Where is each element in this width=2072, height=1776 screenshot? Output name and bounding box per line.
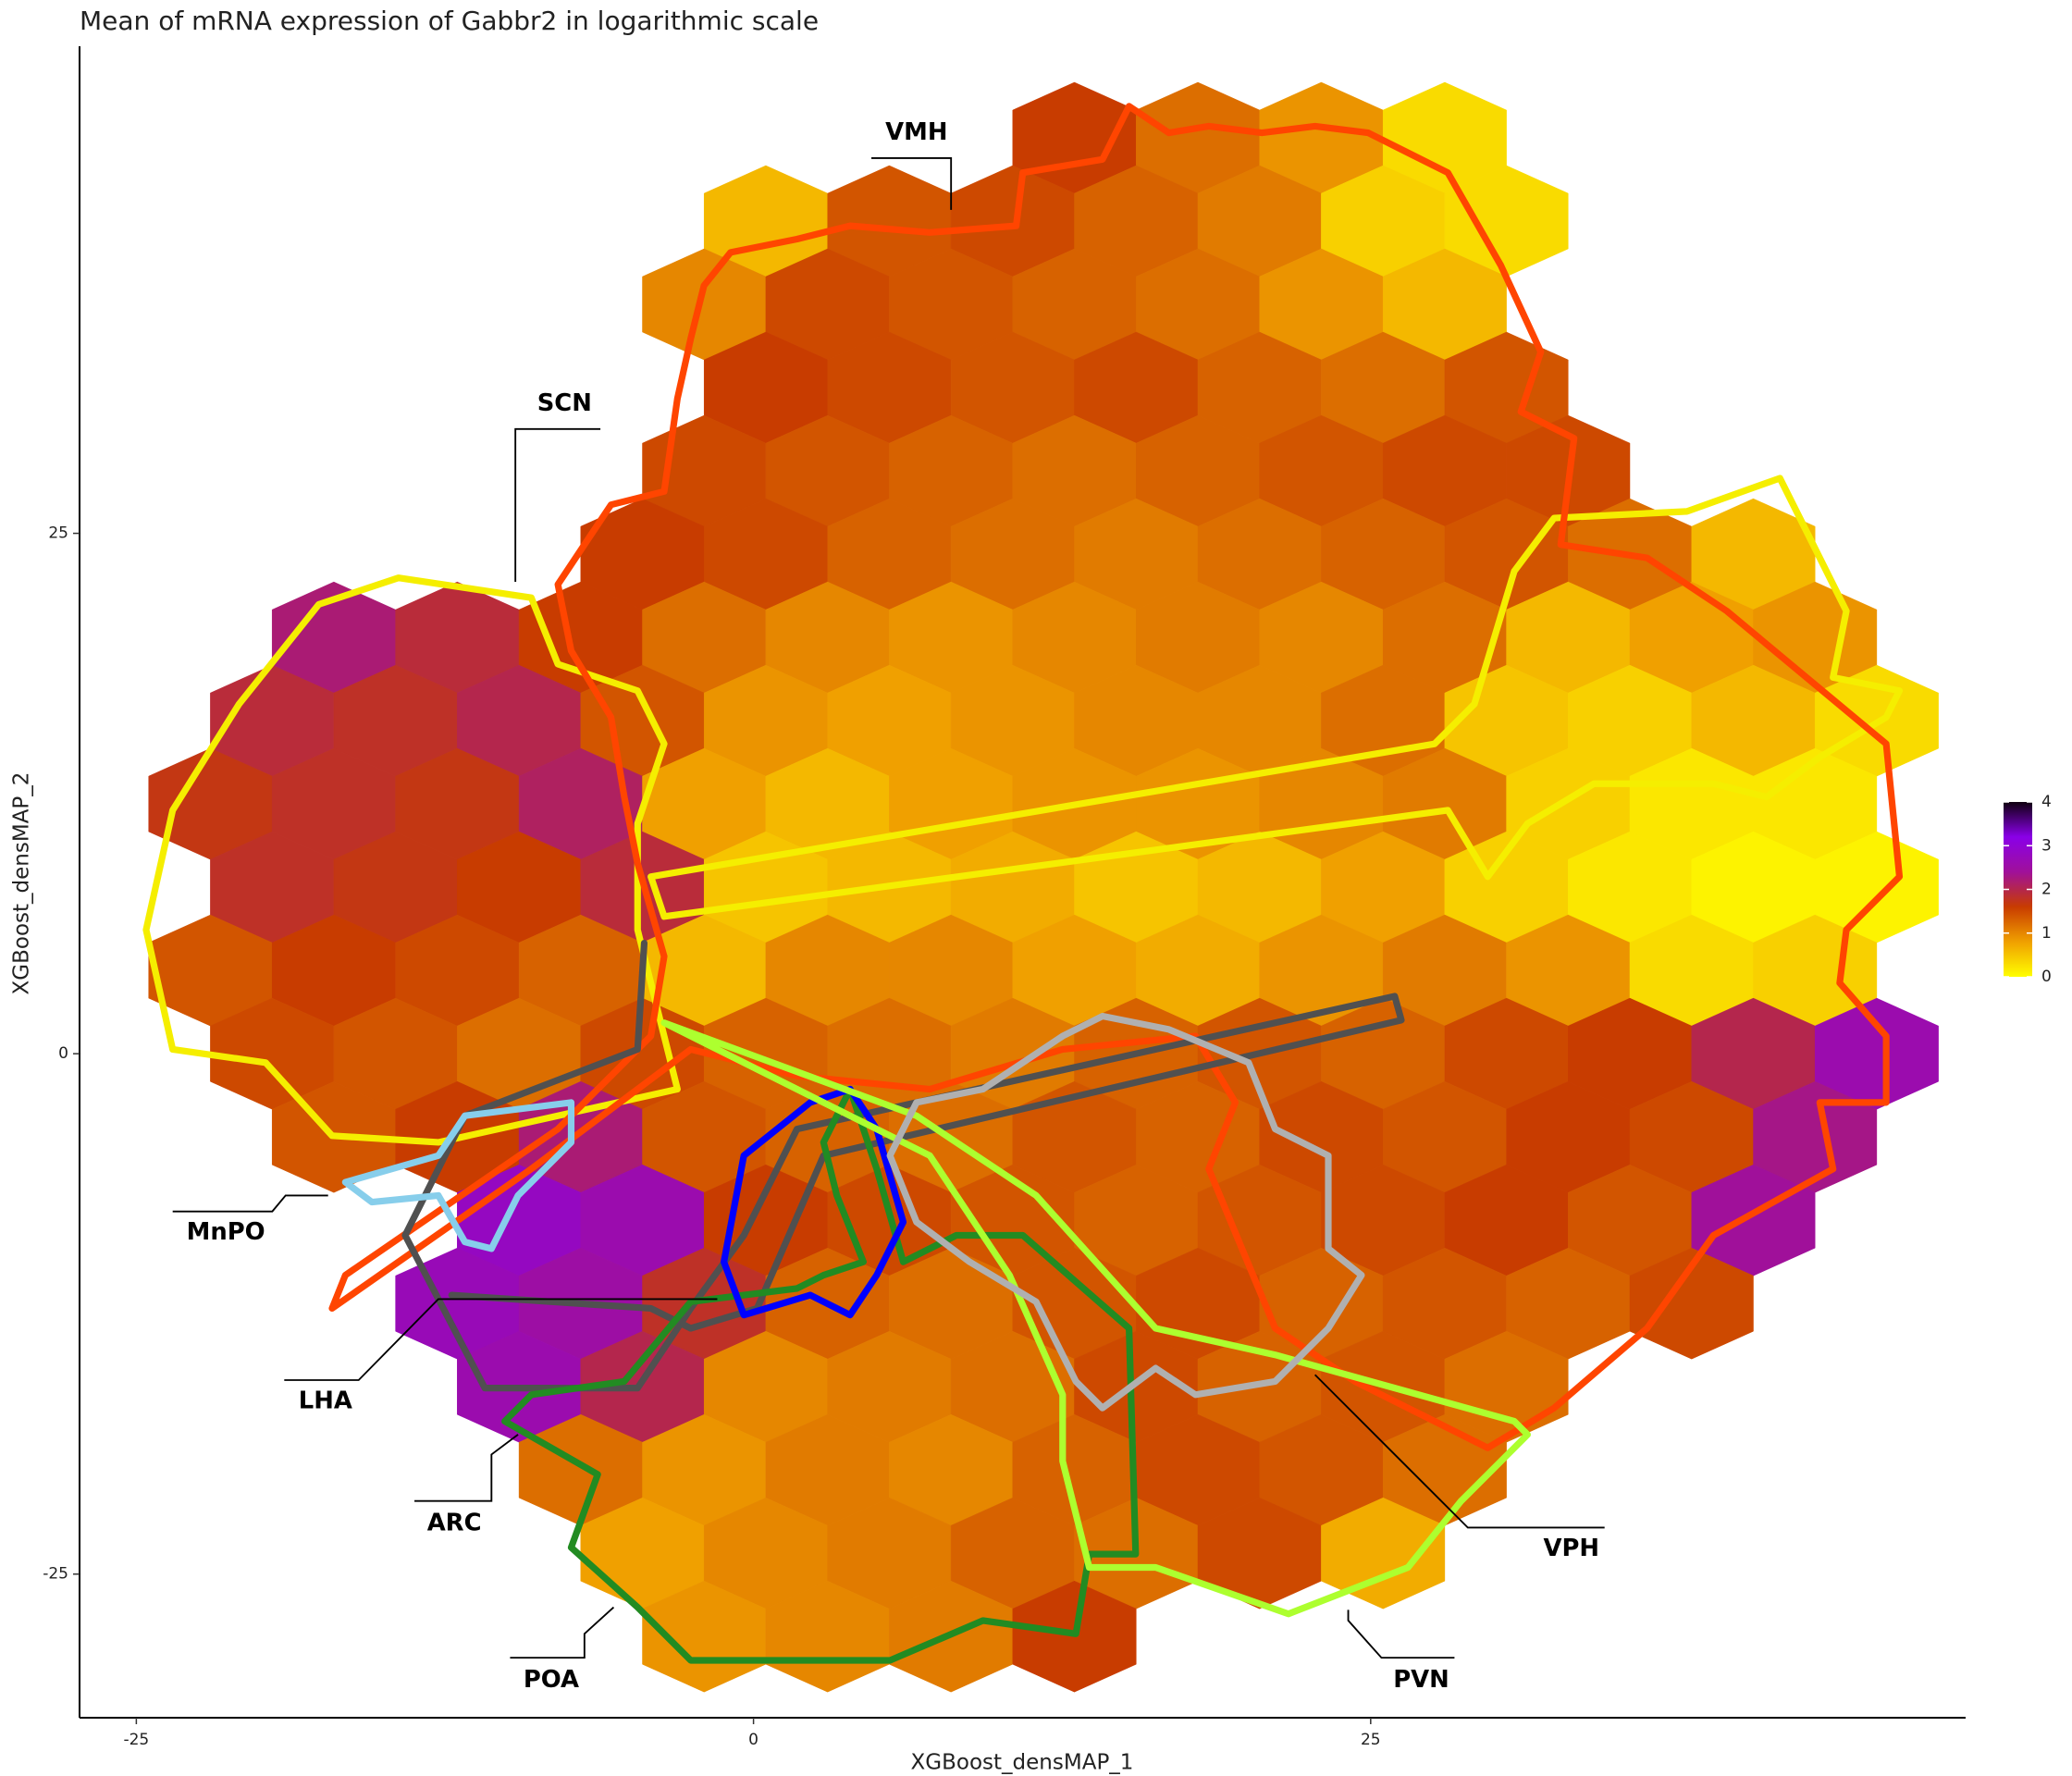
region-outline: [660, 1019, 1531, 1618]
region-label: VPH: [1544, 1535, 1600, 1562]
region-outline: [142, 574, 681, 1146]
region-outline: [341, 1099, 575, 1252]
region-label: VMH: [885, 118, 947, 146]
region-label: SCN: [537, 389, 592, 417]
region-outline: [328, 103, 1904, 1451]
region-outline: [501, 1085, 1140, 1664]
y-tick-label: 0: [58, 1044, 68, 1063]
region-label: PVN: [1393, 1666, 1449, 1694]
y-tick-label: -25: [43, 1565, 68, 1584]
region-outline: [401, 939, 1405, 1392]
colorbar-tick-label: 1: [2041, 924, 2052, 943]
colorbar-tick-label: 3: [2041, 836, 2052, 855]
leader-line: [172, 1194, 328, 1213]
region-overlays: VMH SCN MnPO LHA ARC POA PVN VPH: [142, 103, 1904, 1694]
region-outline: [721, 1085, 907, 1319]
hexbin: [1629, 1247, 1754, 1360]
leader-line: [1314, 1374, 1605, 1529]
leader-line: [514, 427, 601, 582]
leader-line: [871, 156, 953, 210]
x-tick-label: 25: [1361, 1731, 1381, 1749]
region-outline: [648, 475, 1904, 920]
hexbin-layer: [148, 81, 1939, 1693]
leader-line: [284, 1298, 718, 1381]
colorbar-tick-label: 0: [2041, 968, 2052, 986]
region-outline: [886, 1012, 1365, 1412]
leader-line: [414, 1434, 519, 1502]
y-axis-label: XGBoost_densMAP_2: [10, 772, 34, 995]
x-axis-label: XGBoost_densMAP_1: [911, 1751, 1134, 1775]
colorbar-tick-label: 4: [2041, 793, 2052, 811]
region-label: ARC: [427, 1510, 482, 1537]
x-tick-label: 0: [748, 1731, 758, 1749]
region-label: LHA: [299, 1387, 352, 1414]
leader-line: [1347, 1610, 1455, 1659]
region-label: POA: [524, 1666, 579, 1694]
y-tick-label: 25: [48, 524, 68, 543]
colorbar-tick-label: 2: [2041, 881, 2052, 899]
x-tick-label: -25: [123, 1731, 149, 1749]
chart-title: Mean of mRNA expression of Gabbr2 in log…: [80, 6, 819, 36]
leader-line: [510, 1606, 615, 1659]
region-label: MnPO: [187, 1218, 265, 1246]
